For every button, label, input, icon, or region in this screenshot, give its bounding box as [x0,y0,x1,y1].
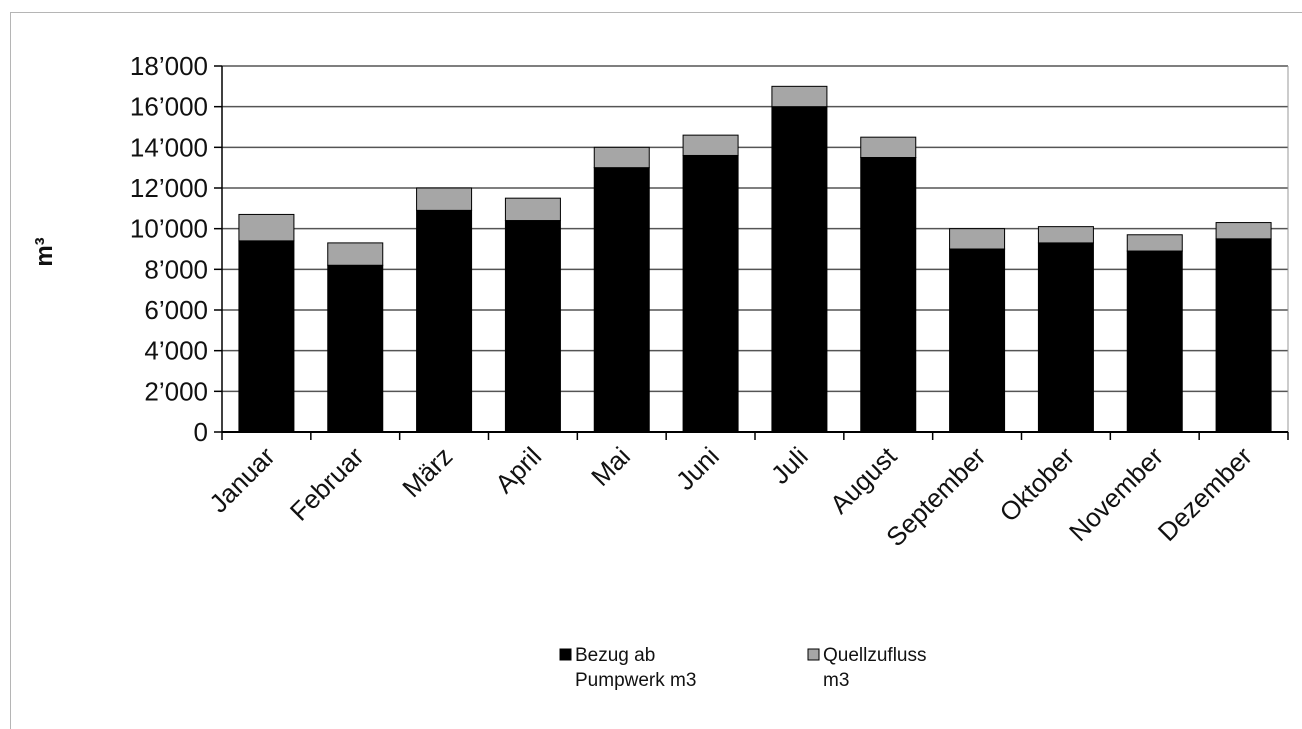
bar-quellzufluss-6 [771,85,828,108]
grid-lines [222,65,1289,432]
y-axis-label: m³ [31,237,58,266]
bar-quellzufluss-11 [1215,222,1272,240]
bar-quellzufluss-3 [504,197,561,222]
bar-pumpwerk-7 [860,157,917,433]
y-tick-labels: 0 2’000 4’000 6’000 8’000 10’000 12’000 14’000 1… [130,51,208,447]
x-tick-label: Mai [585,441,636,492]
bar-pumpwerk-8 [949,248,1006,433]
x-tick-label: Februar [284,441,370,527]
y-tick-label: 6’000 [144,295,208,325]
y-tick-label: 18’000 [130,51,208,81]
y-tick-label: 0 [194,417,208,447]
x-tick-label: August [824,440,903,519]
bar-pumpwerk-1 [327,264,384,433]
axes [214,65,1289,440]
bar-pumpwerk-4 [593,167,650,433]
bar-quellzufluss-10 [1126,234,1183,252]
x-tick-label: Dezember [1152,441,1258,547]
y-tick-label: 4’000 [144,336,208,366]
bar-pumpwerk-10 [1126,250,1183,433]
bar-quellzufluss-2 [416,187,473,211]
legend-label: Bezug ab Pumpwerk m3 [575,645,696,691]
bar-quellzufluss-4 [593,146,650,169]
x-tick-label: Juni [670,441,725,496]
bar-quellzufluss-8 [949,228,1006,250]
y-tick-label: 14’000 [130,132,208,162]
bar-quellzufluss-7 [860,136,917,159]
bar-quellzufluss-9 [1037,226,1094,244]
y-tick-label: 16’000 [130,92,208,122]
bar-pumpwerk-0 [238,240,295,433]
x-tick-labels: Januar Februar März April Mai Juni Juli AugustS… [203,440,1258,552]
x-tick-label: Juli [765,441,814,490]
legend-swatch [807,648,820,661]
legend-label: Quellzufluss m3 [823,645,927,691]
bar-pumpwerk-6 [771,106,828,433]
y-tick-label: 10’000 [130,214,208,244]
bar-pumpwerk-11 [1215,238,1272,433]
bar-quellzufluss-1 [327,242,384,266]
bar-pumpwerk-3 [504,220,561,433]
bar-pumpwerk-2 [416,209,473,433]
x-tick-label: Januar [203,441,281,519]
x-tick-label: Oktober [994,441,1081,528]
bar-quellzufluss-5 [682,134,739,156]
legend-swatch [559,648,572,661]
chart-frame [10,12,1302,729]
bar-pumpwerk-9 [1037,242,1094,433]
y-tick-label: 2’000 [144,376,208,406]
bars [238,85,1272,433]
x-tick-label: März [396,441,458,503]
y-tick-label: 12’000 [130,173,208,203]
y-tick-label: 8’000 [144,254,208,284]
x-tick-label: April [489,441,547,499]
bar-pumpwerk-5 [682,154,739,433]
x-tick-label: November [1063,441,1169,547]
legend: Bezug ab Pumpwerk m3 Quellzufluss m3 [559,645,927,691]
bar-quellzufluss-0 [238,213,295,242]
